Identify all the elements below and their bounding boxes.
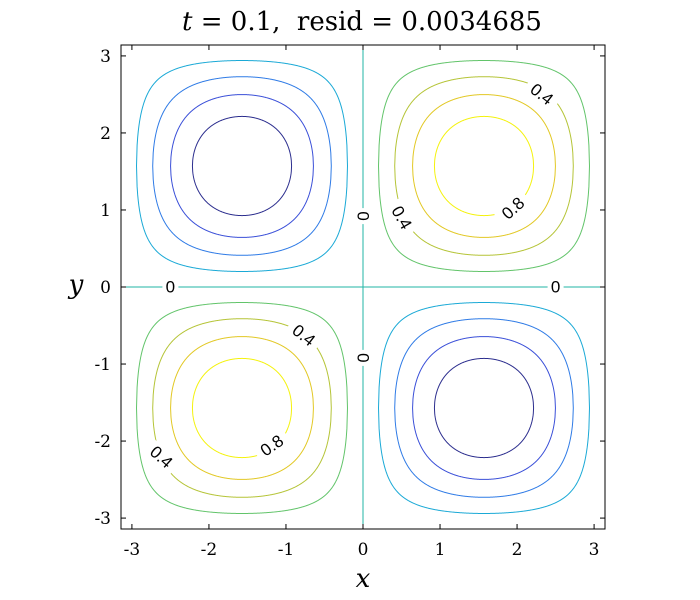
contour-level-0p8 [433, 115, 535, 217]
contour-level-0p2 [136, 302, 348, 514]
contour-level--0p4 [394, 318, 574, 498]
y-tick-label: 3 [100, 47, 111, 67]
contour-level-0p6 [412, 94, 556, 238]
contour-lines [121, 45, 605, 529]
contour-label-background [354, 208, 372, 225]
contour-level-0p4 [394, 76, 574, 256]
x-tick-label: 0 [358, 540, 369, 560]
contour-label: 0 [551, 278, 560, 297]
contour-label-background [162, 278, 179, 296]
contour-level--0p2 [378, 302, 590, 514]
title-t-symbol: t [182, 7, 193, 37]
x-tick-label: 3 [589, 540, 600, 560]
contour-level--0p4 [152, 76, 332, 256]
y-tick-label: -3 [94, 509, 111, 529]
contour-label-background [493, 189, 533, 228]
contour-label: 0 [354, 211, 373, 220]
contour-label-background [252, 428, 293, 464]
contour-level-0p6 [170, 336, 314, 480]
contour-label-background [547, 278, 564, 296]
y-tick-label: 0 [100, 278, 111, 298]
contour-level--0p2 [136, 60, 348, 272]
contour-label: 0 [166, 278, 175, 297]
x-tick-label: 1 [435, 540, 446, 560]
y-tick-label: 2 [100, 124, 111, 144]
contour-label: 0 [354, 353, 373, 362]
contour-label-background [354, 349, 372, 366]
x-tick-label: -3 [124, 540, 141, 560]
axis-ticks: -3 -2 -1 0 1 2 3 -3 -2 -1 0 1 2 3 [94, 45, 605, 560]
y-tick-label: -1 [94, 355, 111, 375]
contour-level--0p6 [412, 336, 556, 480]
x-tick-label: -1 [278, 540, 295, 560]
contour-level-0p2 [378, 60, 590, 272]
title-rest: = 0.1, resid = 0.0034685 [192, 7, 542, 37]
contour-level--0p6 [170, 94, 314, 238]
contour-label-background [384, 197, 419, 238]
contour-label-background [283, 317, 324, 354]
y-tick-label: -2 [94, 432, 111, 452]
contour-level-0p4 [152, 318, 332, 498]
contour-label-background [521, 76, 562, 113]
chart-title: t = 0.1, resid = 0.0034685 [182, 7, 542, 37]
contour-level--0p8 [433, 357, 535, 459]
x-tick-label: 2 [512, 540, 523, 560]
x-axis-label: x [356, 564, 371, 594]
contour-label-background [141, 438, 181, 476]
contour-level--0p8 [191, 115, 293, 217]
x-tick-label: -2 [201, 540, 218, 560]
y-axis-label: y [68, 270, 84, 300]
y-tick-label: 1 [100, 201, 111, 221]
